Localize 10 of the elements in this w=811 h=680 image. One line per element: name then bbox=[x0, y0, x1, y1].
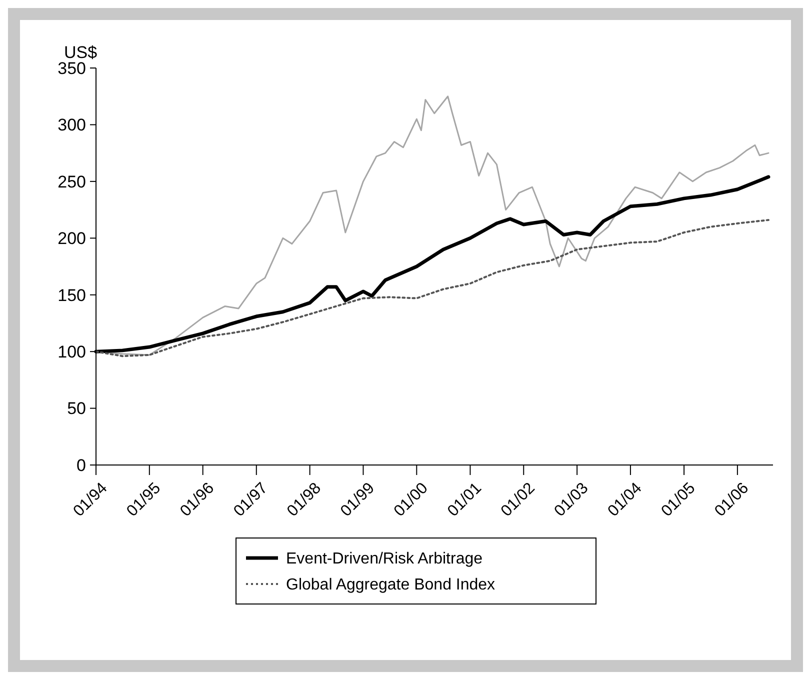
y-tick-label: 200 bbox=[58, 229, 86, 248]
y-tick-label: 150 bbox=[58, 286, 86, 305]
y-tick-label: 300 bbox=[58, 116, 86, 135]
y-tick-label: 250 bbox=[58, 172, 86, 192]
y-tick-label: 0 bbox=[76, 456, 86, 475]
legend-label: Event-Driven/Risk Arbitrage bbox=[286, 550, 483, 568]
y-tick-label: 100 bbox=[58, 342, 86, 362]
line-series bbox=[95, 218, 770, 358]
legend-label: Global Aggregate Bond Index bbox=[286, 576, 496, 594]
y-tick-label: 50 bbox=[67, 399, 86, 418]
